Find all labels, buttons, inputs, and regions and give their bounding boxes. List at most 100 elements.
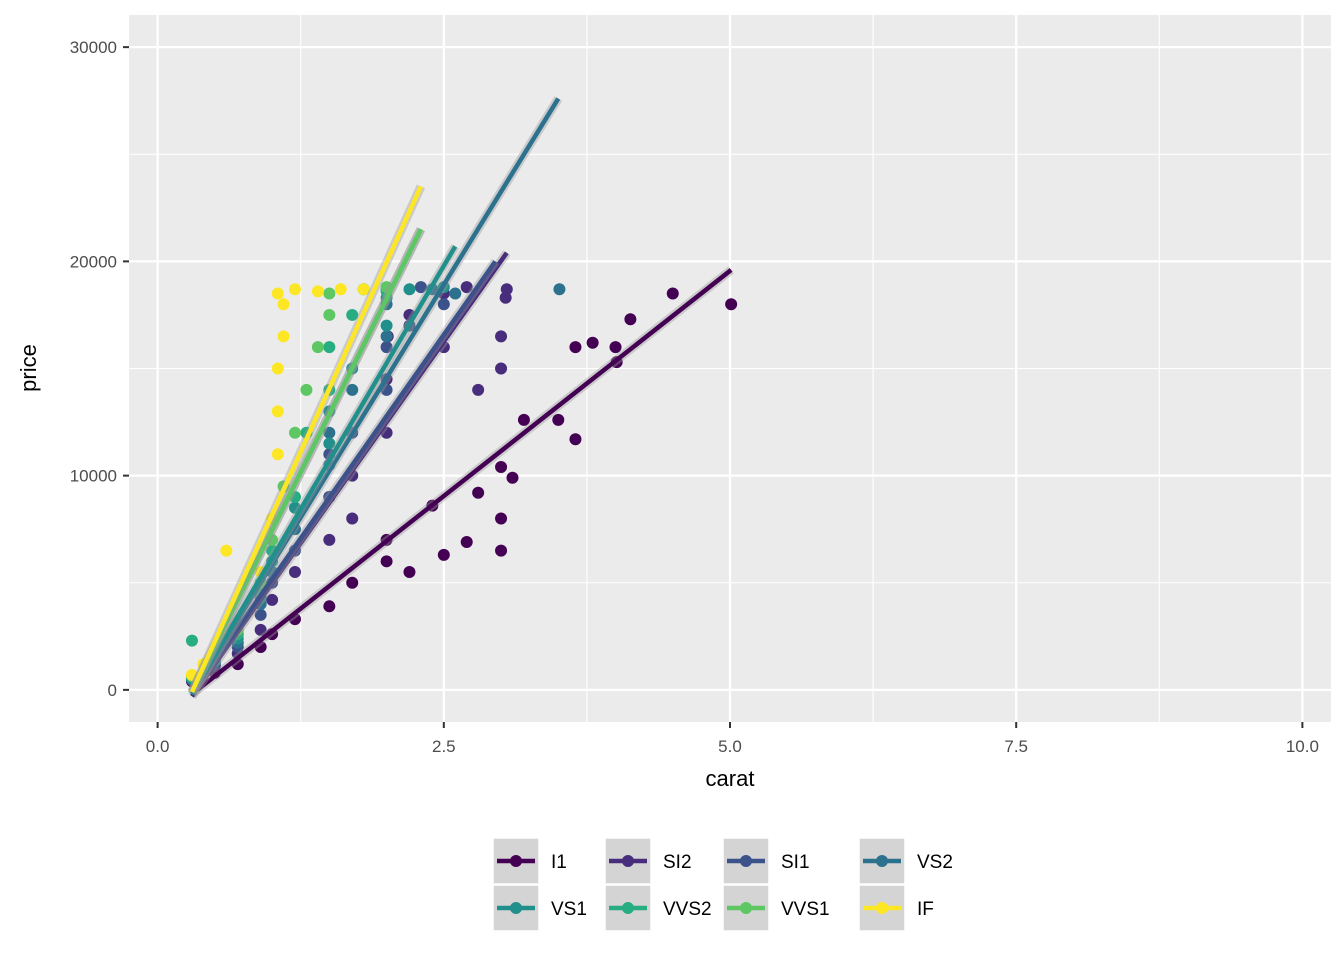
legend-label: SI2 — [663, 852, 692, 873]
data-point — [609, 341, 622, 354]
fit-line — [190, 97, 561, 696]
legend-item: VS2 — [858, 837, 953, 885]
legend-key-point — [740, 902, 752, 914]
x-axis: 0.0 2.5 5.0 7.5 10.0 — [146, 722, 1319, 756]
data-point — [472, 486, 485, 499]
y-axis-title: price — [16, 344, 41, 392]
data-point — [323, 533, 336, 546]
data-point — [380, 341, 393, 354]
data-point — [271, 362, 284, 375]
data-point — [495, 362, 508, 375]
legend-key-point — [510, 902, 522, 914]
legend-key-point — [622, 855, 634, 867]
data-point — [586, 336, 599, 349]
data-point — [725, 298, 738, 311]
data-point — [437, 298, 450, 311]
legend-label: IF — [917, 899, 934, 920]
legend-item: SI2 — [604, 837, 692, 885]
legend-key-point — [510, 855, 522, 867]
data-point — [500, 283, 513, 296]
legend-label: VVS2 — [663, 899, 712, 920]
legend-label: VS2 — [917, 852, 953, 873]
data-point — [323, 426, 336, 439]
data-point — [506, 471, 519, 484]
data-point — [271, 405, 284, 418]
data-point — [346, 308, 359, 321]
legend-key-point — [622, 902, 634, 914]
data-point — [277, 330, 290, 343]
data-point — [414, 281, 427, 294]
data-point — [472, 383, 485, 396]
data-point — [254, 623, 267, 636]
fit-lines — [187, 96, 734, 699]
x-tick-label: 10.0 — [1286, 737, 1319, 756]
data-point — [460, 281, 473, 294]
data-point — [185, 668, 198, 681]
data-point — [553, 283, 566, 296]
data-point — [495, 461, 508, 474]
legend-label: VS1 — [551, 899, 587, 920]
data-point — [380, 555, 393, 568]
data-point — [624, 313, 637, 326]
x-tick-label: 5.0 — [718, 737, 742, 756]
data-point — [254, 608, 267, 621]
legend-key-point — [876, 902, 888, 914]
data-point — [323, 287, 336, 300]
data-point — [569, 433, 582, 446]
fit-line — [190, 251, 509, 698]
data-point — [277, 298, 290, 311]
data-point — [185, 634, 198, 647]
legend-key-point — [740, 855, 752, 867]
data-point — [552, 413, 565, 426]
data-point — [311, 341, 324, 354]
x-tick-label: 0.0 — [146, 737, 170, 756]
legend-label: VVS1 — [781, 899, 830, 920]
data-point — [437, 548, 450, 561]
data-point — [346, 383, 359, 396]
legend-item: VVS2 — [604, 884, 712, 932]
data-point — [266, 593, 279, 606]
data-point — [334, 283, 347, 296]
data-point — [323, 341, 336, 354]
legend-label: I1 — [551, 852, 567, 873]
fit-line — [189, 228, 423, 694]
data-point — [666, 287, 679, 300]
data-point — [323, 600, 336, 613]
data-point — [346, 576, 359, 589]
data-point — [271, 448, 284, 461]
data-point — [460, 536, 473, 549]
data-point — [311, 285, 324, 298]
legend-item: SI1 — [722, 837, 810, 885]
fit-line — [190, 260, 498, 695]
x-axis-title: carat — [706, 766, 755, 791]
legend-key-point — [876, 855, 888, 867]
legend-item: I1 — [492, 837, 567, 885]
y-tick-label: 30000 — [70, 38, 117, 57]
data-point — [380, 330, 393, 343]
y-tick-label: 10000 — [70, 467, 117, 486]
data-point — [495, 330, 508, 343]
data-point — [495, 544, 508, 557]
fit-line — [190, 245, 458, 696]
data-point — [403, 283, 416, 296]
legend: I1 SI2 SI1 VS2 VS1 VVS2 VVS1 IF — [492, 837, 953, 932]
data-point — [380, 383, 393, 396]
data-point — [495, 512, 508, 525]
x-tick-label: 2.5 — [432, 737, 456, 756]
data-point — [323, 437, 336, 450]
y-tick-label: 20000 — [70, 252, 117, 271]
y-axis: 0 10000 20000 30000 — [70, 38, 129, 700]
data-point — [300, 383, 313, 396]
data-point — [220, 544, 233, 557]
x-tick-label: 7.5 — [1004, 737, 1028, 756]
data-point — [323, 308, 336, 321]
data-point — [346, 512, 359, 525]
fit-line — [189, 185, 423, 693]
legend-item: IF — [858, 884, 934, 932]
y-tick-label: 0 — [108, 681, 117, 700]
data-point — [449, 287, 462, 300]
fit-line — [190, 268, 733, 696]
legend-label: SI1 — [781, 852, 810, 873]
legend-item: VVS1 — [722, 884, 830, 932]
data-point — [288, 283, 301, 296]
